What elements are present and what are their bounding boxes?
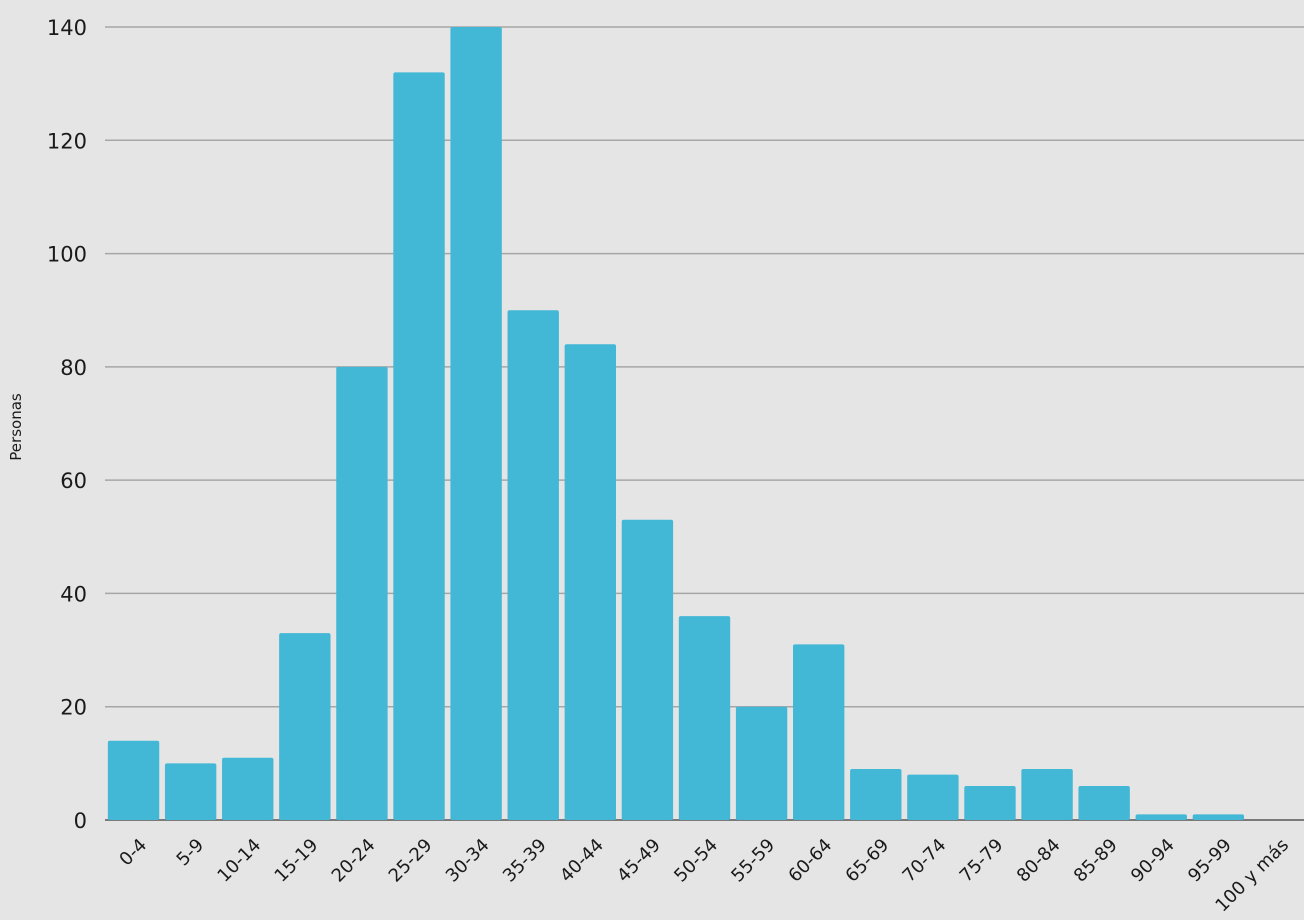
bar-90-94: [1135, 814, 1187, 820]
bar-95-99: [1192, 814, 1245, 820]
x-tick-label: 70-74: [899, 835, 951, 887]
bar-0-4: [107, 740, 160, 820]
bar-45-49: [621, 519, 674, 820]
x-tick-label: 40-44: [556, 835, 608, 887]
bar-25-29: [393, 72, 445, 821]
y-tick-label: 20: [60, 696, 87, 720]
x-tick-label: 45-49: [613, 835, 665, 887]
y-tick-label: 60: [60, 469, 87, 493]
bar-20-24: [336, 366, 388, 820]
bar-70-74: [907, 774, 959, 820]
bars: [107, 27, 1245, 821]
bar-40-44: [564, 344, 617, 820]
x-tick-label: 90-94: [1127, 835, 1179, 887]
bar-50-54: [678, 616, 731, 820]
x-tick-label: 30-34: [442, 835, 494, 887]
x-tick-label: 60-64: [784, 835, 836, 887]
y-tick-label: 0: [74, 809, 87, 833]
bar-5-9: [164, 763, 217, 820]
bar-55-59: [735, 706, 788, 820]
bar-15-19: [279, 633, 331, 820]
bar-10-14: [222, 757, 274, 820]
x-tick-label: 15-19: [271, 835, 323, 887]
y-tick-label: 140: [47, 16, 87, 40]
x-tick-label: 85-89: [1070, 835, 1122, 887]
bar-85-89: [1078, 786, 1130, 820]
bar-65-69: [850, 769, 902, 820]
x-tick-label: 50-54: [670, 835, 722, 887]
bar-75-79: [964, 786, 1016, 820]
bar-80-84: [1021, 769, 1073, 820]
x-tick-label: 55-59: [727, 835, 779, 887]
x-tick-label: 20-24: [328, 835, 380, 887]
x-axis-ticks: 0-4 5-9 10-14 15-19 20-24 25-29 30-34 35-39 40-4…: [115, 835, 1293, 917]
x-tick-label: 80-84: [1013, 835, 1065, 887]
x-tick-label: 5-9: [173, 835, 209, 871]
x-tick-label: 25-29: [385, 835, 437, 887]
bar-35-39: [507, 310, 559, 820]
x-tick-label: 35-39: [499, 835, 551, 887]
y-tick-label: 40: [60, 582, 87, 606]
y-axis-ticks: 0 20 40 60 80 100 120 140: [47, 16, 87, 833]
y-tick-label: 100: [47, 243, 87, 267]
bar-60-64: [792, 644, 845, 820]
x-tick-label: 75-79: [956, 835, 1008, 887]
x-tick-label: 0-4: [115, 835, 151, 871]
x-tick-label: 95-99: [1184, 835, 1236, 887]
y-tick-label: 120: [47, 129, 87, 153]
bar-30-34: [450, 27, 502, 820]
y-tick-label: 80: [60, 356, 87, 380]
x-tick-label: 10-14: [213, 835, 265, 887]
y-axis-title: Personas: [7, 393, 25, 461]
x-tick-label: 65-69: [841, 835, 893, 887]
